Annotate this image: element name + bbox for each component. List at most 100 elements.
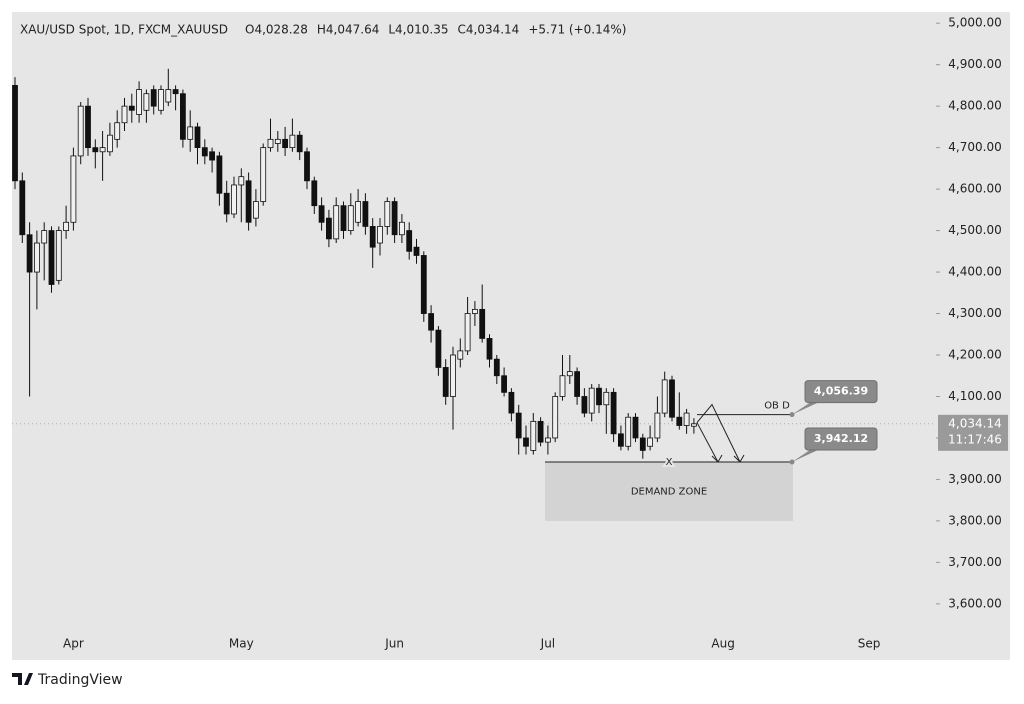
candle-body (464, 313, 471, 352)
price-callout (804, 380, 878, 404)
candle-body (632, 416, 639, 439)
candle-body (121, 105, 128, 124)
y-tick-label: 4,800.00 (948, 99, 1001, 113)
arrow-head (711, 454, 745, 463)
candle-body (639, 437, 646, 451)
candle-body (85, 105, 91, 149)
candle-body (158, 89, 164, 111)
candle-body (179, 93, 186, 140)
x-tick-label: Apr (63, 637, 84, 651)
candle-body (574, 371, 580, 397)
candle-body (165, 89, 172, 103)
demand-zone-label: DEMAND ZONE (631, 486, 707, 497)
candle-body (537, 420, 544, 443)
candle-body (647, 437, 653, 447)
candle-body (581, 396, 588, 414)
candle-body (471, 308, 478, 314)
candle-body (603, 391, 610, 406)
candle-body (12, 85, 18, 182)
candle-body (457, 350, 464, 360)
candle-body (26, 234, 33, 273)
candle-body (223, 192, 230, 215)
candle-body (654, 412, 661, 439)
callout-pointer (792, 449, 818, 462)
price-callout (804, 427, 878, 451)
y-tick-label: 4,700.00 (948, 140, 1001, 154)
candle-body (231, 184, 237, 215)
candle-body (413, 246, 420, 256)
candle-body (267, 138, 274, 149)
candle-body (99, 147, 106, 153)
x-tick-label: Sep (858, 637, 881, 651)
candle-body (618, 433, 624, 447)
candle-body (245, 180, 252, 223)
candle-body (238, 176, 245, 186)
demand-zone (545, 461, 793, 521)
candle-body (107, 134, 113, 153)
y-tick-label: 3,700.00 (948, 555, 1001, 569)
candle-body (435, 329, 442, 368)
candle-body (260, 147, 267, 202)
y-tick-label: 4,500.00 (948, 223, 1001, 237)
candle-body (625, 416, 632, 447)
y-tick-label: 4,400.00 (948, 265, 1001, 279)
candle-body (420, 255, 427, 314)
candle-body (70, 155, 77, 223)
candle-body (274, 138, 281, 144)
ohlc-label: L4,010.35 (388, 23, 448, 37)
candle-body (596, 387, 602, 406)
candle-body (566, 371, 573, 377)
candle-body (450, 354, 456, 397)
candle-body (398, 221, 405, 236)
candle-body (34, 242, 40, 273)
price-callout-label: 4,056.39 (814, 385, 868, 398)
candle-body (406, 230, 413, 252)
candle-body (114, 122, 121, 140)
y-tick-label: 5,000.00 (948, 16, 1001, 30)
candle-body (588, 387, 595, 414)
candle-body (172, 89, 179, 95)
y-tick-label: 4,200.00 (948, 348, 1001, 362)
candle-body (347, 205, 354, 231)
candle-body (486, 338, 493, 360)
ohlc-label: C4,034.14 (457, 23, 519, 37)
candle-body (442, 367, 449, 397)
candle-body (610, 391, 617, 435)
y-tick-label: 3,600.00 (948, 596, 1001, 610)
ob-name: OB D (764, 401, 790, 412)
candle-body (661, 379, 668, 414)
support-name: X (666, 457, 673, 468)
logo-icon (12, 673, 33, 685)
y-tick-label: 4,600.00 (948, 182, 1001, 196)
candle-body (384, 201, 391, 227)
candle-body (19, 180, 26, 236)
candle-body (333, 205, 340, 240)
candle-body (282, 138, 289, 149)
last-price-box (938, 414, 1008, 451)
candle-body (150, 89, 157, 107)
candle-body (128, 105, 135, 111)
last-price-label: 4,034.14 (948, 416, 1001, 430)
candle-body (676, 416, 683, 426)
candle-body (559, 375, 566, 397)
ohlc-label: +5.71 (+0.14%) (528, 23, 626, 37)
y-tick-label: 3,800.00 (948, 513, 1001, 527)
candle-body (369, 226, 376, 248)
y-tick-label: 4,100.00 (948, 389, 1001, 403)
brand-logo: TradingView (12, 672, 123, 688)
price-callout-label: 3,942.12 (814, 432, 868, 445)
candle-body (691, 423, 697, 427)
countdown-label: 11:17:46 (948, 432, 1002, 446)
candle-body (311, 180, 318, 207)
candle-body (523, 437, 529, 447)
candle-body (683, 412, 690, 426)
candle-body (41, 230, 48, 244)
candle-body (318, 205, 325, 223)
candle-body (289, 134, 296, 149)
candle-body (209, 151, 216, 161)
candle-body (201, 147, 208, 157)
ohlc-label: O4,028.28 (245, 23, 308, 37)
candle-body (325, 217, 332, 240)
candle-body (216, 155, 223, 194)
